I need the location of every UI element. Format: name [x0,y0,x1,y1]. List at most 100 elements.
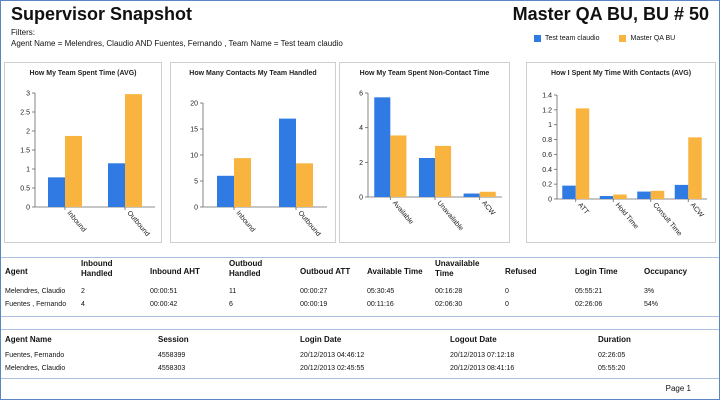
bar [575,108,590,199]
legend-label-bu: Master QA BU [630,35,676,42]
header-duration: Duration [598,335,631,344]
bar [650,190,665,199]
header-outbound-att: Outboud ATT [300,267,351,276]
legend-swatch-team [534,35,541,42]
bar [674,184,689,199]
cell-inbound-aht: 00:00:42 [150,301,178,308]
y-tick-label: 0.6 [542,152,552,159]
x-tick-label: ACW [689,202,705,219]
bar [374,97,391,197]
cell-outbound-handled: 6 [229,301,233,308]
cell-logout-date: 20/12/2013 08:41:16 [450,365,515,372]
chart-plot: 0 0.5 1 1.5 2 2.5 3 Inbound Outbound [20,91,155,238]
bar [562,185,576,199]
cell-duration: 05:55:20 [598,365,626,372]
header-session: Session [158,335,189,344]
chart-legend: Test team claudio Master QA BU [534,35,675,42]
cell-agent-name: Fuentes, Fernando [5,352,65,359]
legend-item-bu: Master QA BU [619,35,675,42]
bar [108,163,125,207]
header-inbound-aht: Inbound AHT [150,267,200,276]
x-tick-label: Consult Time [651,202,683,238]
y-tick-label: 1 [26,167,30,174]
separator-line [1,329,719,330]
y-tick-label: 0.4 [542,167,552,174]
cell-refused: 0 [505,301,509,308]
x-tick-label: Hold Time [614,202,640,231]
header-unavailable-time: Unavailable Time [435,259,480,278]
y-tick-label: 2 [26,129,30,136]
page-number: Page 1 [665,384,691,393]
separator-line [1,378,719,379]
bar [217,175,234,207]
y-tick-label: 4 [359,125,363,132]
bar [613,194,627,199]
chart-plot: 0 5 10 15 20 Inbound Outbound [190,101,327,238]
y-tick-label: 0 [359,195,363,202]
business-unit-title: Master QA BU, BU # 50 [512,4,709,24]
cell-inbound-handled: 2 [81,288,85,295]
y-tick-label: 15 [190,127,198,134]
cell-login-date: 20/12/2013 02:45:55 [300,365,365,372]
bar [463,193,480,197]
header-agent-name: Agent Name [5,335,52,344]
y-tick-label: 1.5 [20,148,30,155]
chart-title: How My Team Spent Time (AVG) [29,70,137,77]
bar [279,118,296,207]
filters-text: Agent Name = Melendres, Claudio AND Fuen… [11,39,343,48]
header-logout-date: Logout Date [450,335,497,344]
cell-session: 4558303 [158,365,186,372]
y-tick-label: 1.2 [542,107,552,114]
chart-title: How My Team Spent Non-Contact Time [359,70,490,77]
bar [390,135,407,197]
cell-outbound-att: 00:00:19 [300,301,328,308]
separator-line [1,257,719,258]
bar [48,177,65,207]
cell-available-time: 00:11:16 [367,301,394,308]
filters-label: Filters: [11,28,35,37]
cell-login-time: 02:26:06 [575,301,603,308]
cell-unavailable-time: 02:06:30 [435,301,463,308]
cell-agent: Fuentes , Fernando [5,301,67,308]
cell-session: 4558399 [158,352,186,359]
cell-available-time: 05:30:45 [367,288,395,295]
y-tick-label: 0.5 [20,186,30,193]
x-tick-label: ACW [480,200,496,217]
y-tick-label: 1.4 [542,93,552,100]
bar [234,158,251,207]
y-tick-label: 1 [548,122,552,129]
y-tick-label: 20 [190,101,198,108]
bar [125,94,142,207]
header-login-date: Login Date [300,335,342,344]
cell-outbound-handled: 11 [229,288,237,295]
cell-inbound-aht: 00:00:51 [150,288,178,295]
x-tick-label: Available [391,200,415,226]
bar [479,191,496,197]
cell-unavailable-time: 00:16:28 [435,288,463,295]
cell-occupancy: 54% [644,301,659,308]
cell-logout-date: 20/12/2013 07:12:18 [450,352,515,359]
header-available-time: Available Time [367,267,423,276]
legend-swatch-bu [619,35,627,42]
cell-login-date: 20/12/2013 04:46:12 [300,352,365,359]
legend-label-team: Test team claudio [545,35,600,42]
chart-title: How Many Contacts My Team Handled [189,70,317,77]
header-occupancy: Occupancy [644,267,688,276]
cell-duration: 02:26:05 [598,352,626,359]
x-tick-label: Unavailable [435,200,464,233]
report-title: Supervisor Snapshot [11,4,193,24]
chart-title: How I Spent My Time With Contacts (AVG) [550,70,692,77]
y-tick-label: 0.8 [542,137,552,144]
chart-panel-contact-time: 0 0.2 0.4 0.6 0.8 1 1.2 1.4 ATT Hold Time Consult … [526,62,716,243]
x-tick-label: Outbound [125,210,150,238]
cell-occupancy: 3% [644,288,655,295]
header-agent: Agent [5,267,28,276]
y-tick-label: 0 [194,205,198,212]
y-tick-label: 3 [26,91,30,98]
chart-plot: 0 0.2 0.4 0.6 0.8 1 1.2 1.4 ATT Hold Time Consult … [542,93,707,238]
header-inbound-handled: Inbound Handled [81,259,113,278]
x-tick-label: Inbound [234,210,256,234]
legend-item-team: Test team claudio [534,35,599,42]
y-tick-label: 0 [26,205,30,212]
